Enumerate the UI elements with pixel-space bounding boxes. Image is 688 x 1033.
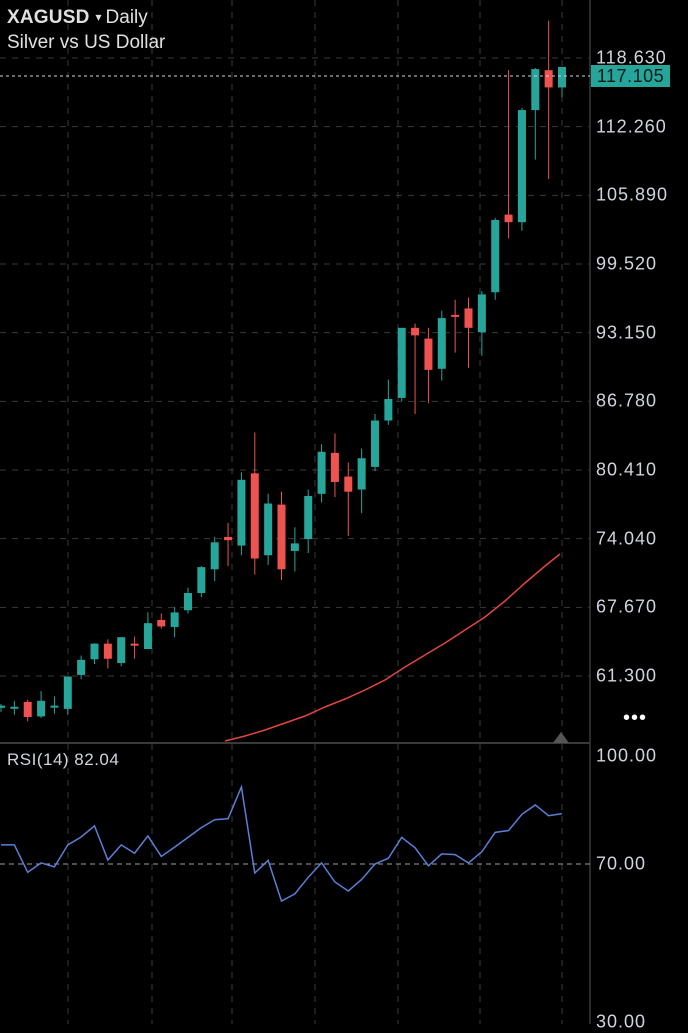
candle	[184, 587, 192, 614]
symbol-dropdown-caret-icon[interactable]: ▾	[95, 10, 102, 24]
candle	[517, 107, 526, 231]
candle	[77, 655, 86, 680]
axis-border	[0, 0, 591, 1024]
moving-average-line	[224, 553, 561, 742]
candle	[344, 462, 353, 536]
more-options-button[interactable]: •••	[623, 707, 648, 729]
candle	[264, 493, 273, 565]
candle	[424, 327, 433, 404]
candle	[224, 522, 233, 567]
grid-lines	[0, 0, 590, 1024]
price-axis-label: 67.670	[596, 596, 658, 617]
candle	[103, 639, 112, 669]
rsi-axis-label: 30.00	[596, 1011, 647, 1032]
candle	[290, 527, 299, 572]
candle	[157, 613, 166, 629]
candle	[304, 489, 313, 554]
candle	[504, 70, 513, 239]
candle	[477, 291, 486, 356]
candle	[90, 643, 99, 665]
candle	[130, 636, 139, 659]
candle	[330, 433, 339, 498]
candle	[10, 700, 19, 715]
candle	[451, 299, 460, 353]
candle	[0, 704, 5, 713]
candle	[170, 607, 179, 638]
candle	[531, 68, 540, 160]
price-axis-label: 61.300	[596, 665, 658, 686]
chart-header: XAGUSD ▾ Daily Silver vs US Dollar	[7, 6, 165, 55]
candle	[250, 432, 259, 575]
symbol-selector[interactable]: XAGUSD	[7, 7, 90, 28]
candle	[464, 297, 473, 368]
candle	[544, 20, 553, 180]
candle	[117, 637, 126, 667]
candle	[558, 66, 566, 98]
scroll-to-latest-icon[interactable]	[553, 732, 569, 743]
price-axis-label: 99.520	[596, 253, 658, 274]
candle	[384, 379, 393, 425]
rsi-axis-label: 100.00	[596, 745, 658, 766]
rsi-axis-label: 70.00	[596, 853, 647, 874]
interval-label[interactable]: Daily	[105, 7, 148, 28]
candle	[357, 448, 366, 514]
candle	[411, 323, 420, 415]
candle	[23, 699, 32, 722]
rsi-line	[1, 784, 563, 903]
price-axis-label: 112.260	[596, 116, 667, 137]
current-price-tag: 117.105	[591, 65, 670, 87]
symbol-description: Silver vs US Dollar	[7, 32, 166, 53]
candle	[397, 327, 406, 402]
price-axis-label: 74.040	[596, 528, 658, 549]
candle	[37, 691, 46, 719]
price-axis-label: 105.890	[596, 184, 669, 205]
candle	[63, 676, 72, 715]
price-axis-label: 80.410	[596, 459, 658, 480]
price-axis-label: 86.780	[596, 390, 658, 411]
candle	[437, 310, 446, 381]
candle	[277, 491, 286, 581]
rsi-legend: RSI(14) 82.04	[7, 750, 120, 769]
candle	[210, 536, 219, 582]
candle	[371, 414, 379, 472]
candle	[143, 612, 152, 650]
candle	[237, 472, 246, 556]
price-axis-label: 118.630	[596, 47, 667, 68]
candle	[50, 696, 59, 714]
candlestick-series	[0, 20, 566, 722]
candle	[317, 444, 326, 503]
candle	[491, 217, 500, 300]
candle	[197, 566, 206, 598]
price-axis-label: 93.150	[596, 322, 658, 343]
